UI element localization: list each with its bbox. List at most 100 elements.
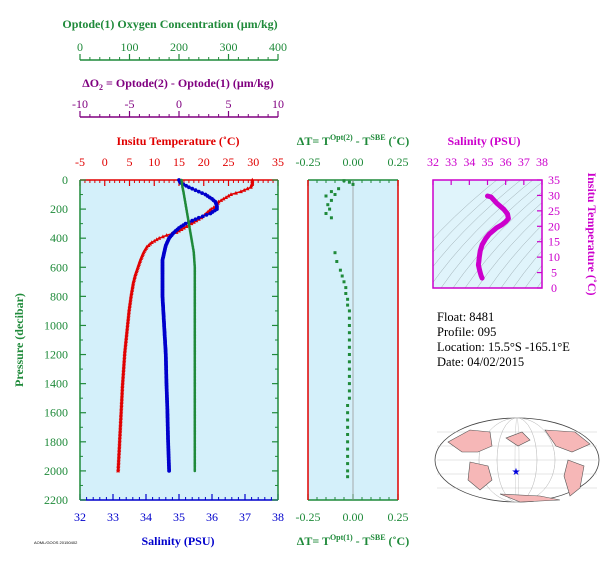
delta-o2-tick-label: 0 bbox=[176, 97, 182, 111]
temperature-point bbox=[128, 301, 132, 306]
ts-density-contour bbox=[433, 180, 510, 253]
delta-t-point bbox=[351, 182, 355, 186]
salinity-point bbox=[200, 214, 205, 219]
ts-salinity-tick-label: 37 bbox=[518, 155, 530, 169]
delta-t-point bbox=[347, 389, 351, 393]
temperature-point bbox=[177, 228, 181, 233]
temperature-axis-title: Insitu Temperature (˚C) bbox=[116, 134, 239, 148]
temperature-point bbox=[130, 285, 135, 290]
oxygen-tick-label: 300 bbox=[220, 40, 238, 54]
delta-t-point bbox=[333, 193, 337, 196]
temperature-point bbox=[157, 236, 162, 240]
float-info: Float: 8481 Profile: 095 Location: 15.5°… bbox=[437, 310, 570, 370]
ts-temp-tick-label: 5 bbox=[551, 266, 557, 280]
delta-t-point bbox=[347, 374, 351, 378]
temperature-point bbox=[124, 330, 129, 335]
delta-t-top-title: ΔT= TOpt(2)​ - TSBE​ (˚C) bbox=[297, 133, 409, 148]
delta-t-point bbox=[346, 404, 350, 407]
temperature-tick-label: 30 bbox=[247, 155, 259, 169]
temperature-point bbox=[125, 321, 130, 326]
ts-density-contour bbox=[433, 180, 534, 283]
delta-t-bottom-tick-label: -0.25 bbox=[296, 510, 321, 524]
temperature-point bbox=[131, 282, 135, 287]
profile-number: Profile: 095 bbox=[437, 325, 497, 339]
delta-t-point bbox=[347, 331, 351, 335]
delta-t-point bbox=[346, 418, 350, 422]
pressure-tick-label: 1200 bbox=[44, 348, 68, 362]
ts-temp-tick-label: 20 bbox=[548, 219, 560, 233]
ts-temp-tick-label: 25 bbox=[548, 204, 560, 218]
temperature-point bbox=[189, 221, 194, 226]
delta-t-point bbox=[346, 447, 350, 451]
temperature-point bbox=[129, 292, 134, 297]
temperature-point bbox=[128, 298, 133, 303]
delta-t-point bbox=[324, 194, 328, 198]
salinity-tick-label: 33 bbox=[107, 510, 119, 524]
pressure-tick-label: 400 bbox=[50, 231, 68, 245]
delta-t-point bbox=[346, 303, 350, 307]
salinity-point bbox=[167, 469, 172, 473]
delta-t-point bbox=[347, 345, 351, 349]
temperature-tick-label: 0 bbox=[102, 155, 108, 169]
delta-o2-tick-label: -10 bbox=[72, 97, 88, 111]
float-id: Float: 8481 bbox=[437, 310, 495, 324]
delta-t-point bbox=[329, 190, 333, 194]
temperature-point bbox=[152, 238, 157, 243]
temperature-point bbox=[127, 305, 132, 310]
salinity-point bbox=[190, 218, 195, 223]
temperature-point bbox=[128, 295, 133, 300]
delta-t-point bbox=[347, 324, 351, 327]
ts-salinity-tick-label: 33 bbox=[445, 155, 457, 169]
ts-density-contour bbox=[500, 237, 542, 288]
delta-t-point bbox=[347, 338, 351, 342]
ts-density-contour bbox=[464, 202, 542, 288]
delta-t-point bbox=[347, 316, 351, 320]
ts-density-contour bbox=[524, 264, 542, 288]
salinity-point bbox=[196, 189, 201, 194]
delta-t-point bbox=[329, 216, 333, 220]
date: Date: 04/02/2015 bbox=[437, 355, 525, 369]
oxygen-axis-title: Optode(1) Oxygen Concentration (µm/kg) bbox=[62, 17, 277, 31]
temperature-tick-label: 35 bbox=[272, 155, 284, 169]
temperature-point bbox=[248, 185, 253, 189]
salinity-tick-label: 34 bbox=[140, 510, 152, 524]
temperature-point bbox=[127, 304, 132, 308]
delta-t-point bbox=[347, 382, 351, 386]
delta-t-point bbox=[346, 433, 350, 436]
delta-t-point bbox=[326, 203, 330, 207]
temperature-point bbox=[211, 205, 216, 210]
footer-mark: AOML/GOOS 20150402 bbox=[34, 540, 78, 545]
oxygen-tick-label: 0 bbox=[77, 40, 83, 54]
delta-t-point bbox=[344, 292, 348, 295]
delta-t-point bbox=[347, 396, 351, 400]
delta-o2-tick-label: 10 bbox=[272, 97, 284, 111]
delta-t-point bbox=[347, 367, 351, 371]
ts-density-contour bbox=[433, 180, 522, 267]
delta-t-point bbox=[346, 297, 350, 301]
temperature-point bbox=[229, 192, 233, 196]
pressure-tick-label: 2000 bbox=[44, 464, 68, 478]
oxygen-tick-label: 100 bbox=[121, 40, 139, 54]
temperature-point bbox=[238, 189, 243, 194]
temperature-tick-label: 15 bbox=[173, 155, 185, 169]
temperature-tick-label: 25 bbox=[223, 155, 235, 169]
location-map: ★ bbox=[434, 417, 600, 503]
pressure-tick-label: 200 bbox=[50, 202, 68, 216]
delta-o2-axis-title: ΔO2 = Optode(2) - Optode(1) (µm/kg) bbox=[82, 76, 274, 92]
temperature-tick-label: 20 bbox=[198, 155, 210, 169]
ts-density-contour bbox=[476, 213, 542, 288]
ts-density-contour bbox=[440, 181, 542, 288]
map-landmass bbox=[499, 493, 561, 503]
pressure-tick-label: 0 bbox=[62, 173, 68, 187]
delta-t-top-tick-label: -0.25 bbox=[296, 155, 321, 169]
temperature-tick-label: 5 bbox=[127, 155, 133, 169]
salinity-point bbox=[204, 213, 209, 217]
delta-t-point bbox=[335, 260, 339, 263]
temperature-point bbox=[130, 288, 134, 292]
map-landmass bbox=[505, 431, 531, 447]
ts-salinity-tick-label: 34 bbox=[463, 155, 475, 169]
ts-temp-title: Insitu Temperature (˚C) bbox=[585, 172, 599, 295]
delta-t-point bbox=[342, 179, 346, 183]
delta-t-point bbox=[346, 425, 350, 429]
delta-t-point bbox=[333, 251, 337, 255]
